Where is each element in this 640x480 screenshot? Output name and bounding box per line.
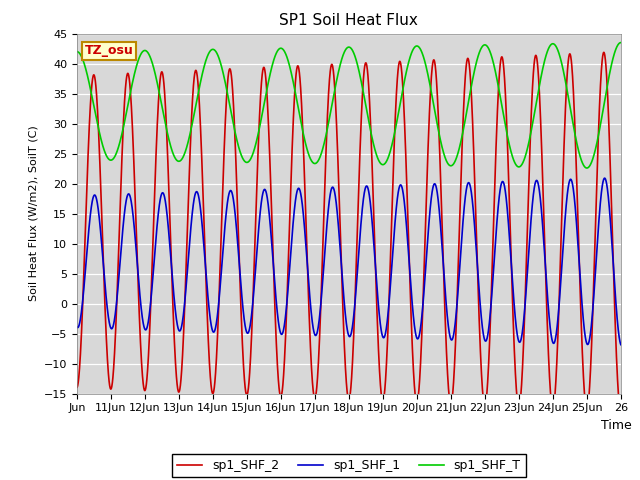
sp1_SHF_T xyxy=(73,48,81,54)
Text: TZ_osu: TZ_osu xyxy=(85,44,134,58)
Line: sp1_SHF_T: sp1_SHF_T xyxy=(77,43,621,168)
sp1_SHF_1 xyxy=(305,284,313,289)
sp1_SHF_T xyxy=(583,165,591,171)
Y-axis label: Soil Heat Flux (W/m2), SoilT (C): Soil Heat Flux (W/m2), SoilT (C) xyxy=(28,126,38,301)
sp1_SHF_2 xyxy=(305,308,313,313)
sp1_SHF_2 xyxy=(73,384,81,390)
Legend: sp1_SHF_2, sp1_SHF_1, sp1_SHF_T: sp1_SHF_2, sp1_SHF_1, sp1_SHF_T xyxy=(172,455,525,477)
sp1_SHF_1 xyxy=(607,217,614,223)
sp1_SHF_1 xyxy=(73,324,81,330)
sp1_SHF_T xyxy=(548,41,556,47)
sp1_SHF_1 xyxy=(282,314,289,320)
Title: SP1 Soil Heat Flux: SP1 Soil Heat Flux xyxy=(280,13,418,28)
sp1_SHF_T xyxy=(167,145,175,151)
sp1_SHF_2 xyxy=(548,401,556,407)
sp1_SHF_1 xyxy=(167,259,175,264)
Line: sp1_SHF_1: sp1_SHF_1 xyxy=(77,178,621,345)
Line: sp1_SHF_2: sp1_SHF_2 xyxy=(77,52,621,411)
sp1_SHF_T xyxy=(607,67,614,73)
sp1_SHF_1 xyxy=(617,342,625,348)
sp1_SHF_2 xyxy=(607,163,614,169)
sp1_SHF_T xyxy=(617,40,625,46)
X-axis label: Time: Time xyxy=(601,419,632,432)
sp1_SHF_2 xyxy=(600,49,607,55)
sp1_SHF_T xyxy=(135,56,143,61)
sp1_SHF_T xyxy=(305,153,313,158)
sp1_SHF_1 xyxy=(601,175,609,181)
sp1_SHF_2 xyxy=(282,337,289,343)
sp1_SHF_2 xyxy=(135,300,143,306)
sp1_SHF_2 xyxy=(617,408,625,414)
sp1_SHF_2 xyxy=(167,253,175,259)
sp1_SHF_1 xyxy=(135,280,143,286)
sp1_SHF_1 xyxy=(548,335,556,340)
sp1_SHF_T xyxy=(282,50,289,56)
